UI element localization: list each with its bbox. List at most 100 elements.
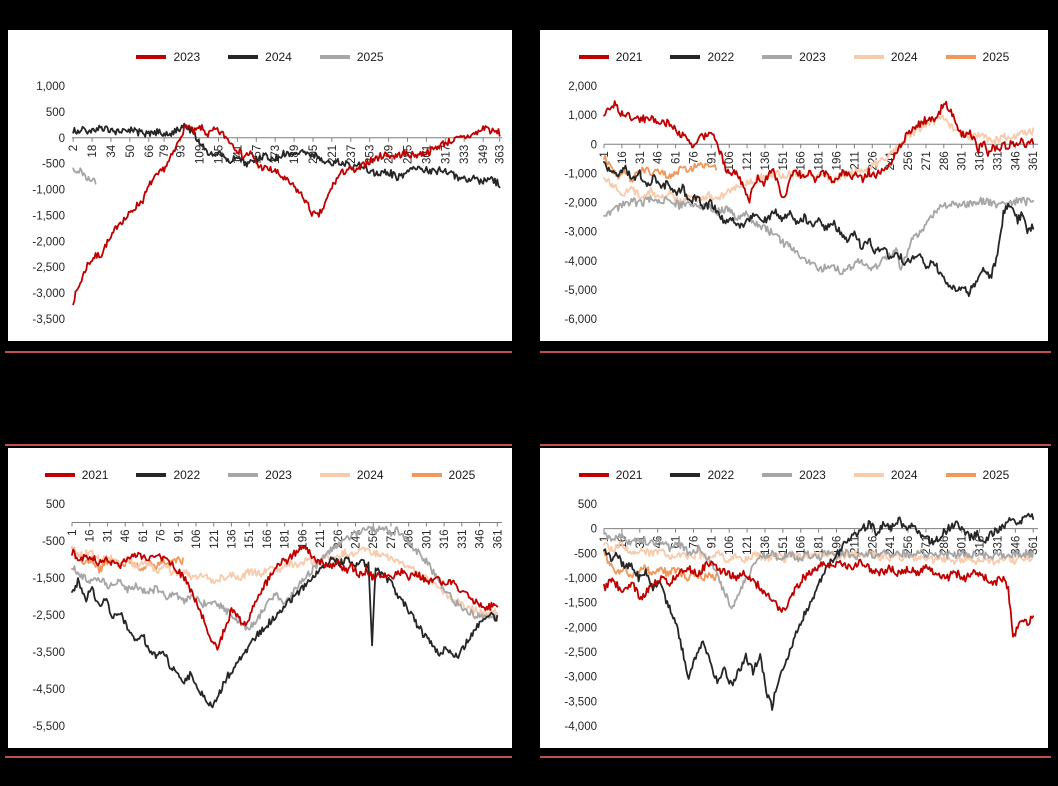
x-tick-label: 317 xyxy=(440,145,452,164)
legend-label: 2024 xyxy=(265,50,292,64)
x-tick-label: 181 xyxy=(280,530,292,549)
x-tick-label: 31 xyxy=(102,530,114,543)
divider-rule xyxy=(5,444,512,446)
legend-item-2023: 2023 xyxy=(762,469,826,481)
legend-line-swatch xyxy=(228,473,259,477)
x-tick-label: 1 xyxy=(67,530,79,536)
y-tick-label: 1,000 xyxy=(36,81,65,93)
x-tick-label: 221 xyxy=(327,145,339,164)
legend-line-swatch xyxy=(228,55,259,59)
x-tick-label: 211 xyxy=(849,151,861,169)
x-tick-label: 286 xyxy=(939,151,951,170)
x-tick-label: 106 xyxy=(724,151,736,170)
x-tick-label: 91 xyxy=(706,151,718,164)
legend-item-2023: 2023 xyxy=(136,51,200,63)
legend-label: 2025 xyxy=(982,468,1010,482)
legend-item-2025: 2025 xyxy=(411,469,475,481)
series-line-2024 xyxy=(71,545,499,618)
divider-rule xyxy=(540,756,1051,758)
x-tick-label: 93 xyxy=(176,145,188,158)
series-line-2021 xyxy=(71,545,499,651)
legend-item-2024: 2024 xyxy=(853,469,918,481)
x-tick-label: 2 xyxy=(68,145,80,151)
x-tick-label: 331 xyxy=(992,536,1004,555)
x-tick-label: 349 xyxy=(478,145,490,164)
y-tick-label: -6,000 xyxy=(564,314,597,326)
legend-line-swatch xyxy=(411,473,442,477)
chart-plot: 500 -500 -1,500 -2,500 -3,500 -4,500 -5,500 1 16… xyxy=(32,499,504,733)
legend-item-2024: 2024 xyxy=(319,468,384,482)
chart-plot: 500 0 -500 -1,000 -1,500 -2,000 -2,500 -3,000 -3… xyxy=(564,499,1040,733)
y-tick-label: -1,500 xyxy=(32,210,65,222)
legend-label: 2024 xyxy=(356,468,384,482)
x-tick-label: 301 xyxy=(421,530,433,549)
legend-line-swatch xyxy=(136,55,167,59)
series-line-2023 xyxy=(71,525,499,631)
legend-line-swatch xyxy=(762,55,793,59)
legend-item-2023: 2023 xyxy=(762,51,826,63)
legend-item-2025: 2025 xyxy=(319,51,384,63)
y-tick-label: -2,000 xyxy=(32,236,65,248)
legend-line-swatch xyxy=(136,473,167,477)
x-tick-label: 157 xyxy=(251,145,263,164)
chart-panel-top-right: 2021 2022 2023 2024 2025 2,000 1,000 0 -1,000 -2… xyxy=(540,30,1048,341)
y-tick-label: -2,500 xyxy=(32,262,65,274)
legend-item-2021: 2021 xyxy=(578,469,642,481)
y-tick-label: -1,000 xyxy=(564,168,597,180)
x-tick-label: 91 xyxy=(706,536,718,549)
legend-line-swatch xyxy=(319,55,350,59)
y-tick-label: -3,500 xyxy=(32,647,65,659)
y-tick-label: -500 xyxy=(42,536,65,548)
legend-item-2022: 2022 xyxy=(670,469,734,481)
y-tick-label: 500 xyxy=(578,499,597,511)
x-tick-label: 151 xyxy=(778,536,790,555)
x-tick-label: 286 xyxy=(404,530,416,549)
y-tick-label: -2,000 xyxy=(564,198,597,210)
x-tick-label: 211 xyxy=(849,536,861,554)
x-tick-label: 109 xyxy=(195,145,207,164)
legend-line-swatch xyxy=(853,55,884,59)
x-tick-label: 46 xyxy=(653,151,665,164)
x-tick-label: 31 xyxy=(635,151,647,164)
y-tick-label: -4,000 xyxy=(564,721,597,733)
chart-legend: 2021 2022 2023 2024 2025 xyxy=(540,462,1048,488)
divider-rule xyxy=(540,351,1051,353)
legend-line-swatch xyxy=(670,473,701,477)
x-tick-label: 16 xyxy=(85,530,97,543)
legend-line-swatch xyxy=(578,55,609,59)
y-tick-label: 0 xyxy=(591,139,597,151)
x-tick-label: 18 xyxy=(87,145,99,158)
x-tick-label: 346 xyxy=(475,530,487,549)
chart-legend: 2021 2022 2023 2024 2025 xyxy=(8,462,512,488)
x-tick-label: 331 xyxy=(992,151,1004,170)
chart-panel-bottom-left: 2021 2022 2023 2024 2025 500 -500 -1,500 -2,500… xyxy=(8,448,512,748)
x-tick-label: 106 xyxy=(191,530,203,549)
legend-label: 2022 xyxy=(707,50,735,64)
legend-item-2024: 2024 xyxy=(853,51,918,63)
legend-item-2025: 2025 xyxy=(945,51,1009,63)
y-tick-label: -3,000 xyxy=(564,227,597,239)
x-tick-label: 205 xyxy=(308,145,320,164)
series-line-2023 xyxy=(603,195,1035,276)
y-tick-label: -2,500 xyxy=(564,647,597,659)
x-tick-label: 76 xyxy=(688,151,700,164)
x-tick-label: 151 xyxy=(244,530,256,549)
x-tick-label: 151 xyxy=(778,151,790,170)
y-tick-label: -1,000 xyxy=(32,185,65,197)
chart-plot: 2,000 1,000 0 -1,000 -2,000 -3,000 -4,000 -5,00… xyxy=(564,81,1040,326)
x-tick-label: 226 xyxy=(867,536,879,555)
x-tick-label: 121 xyxy=(742,151,754,170)
y-tick-label: -3,500 xyxy=(564,696,597,708)
x-tick-label: 333 xyxy=(459,145,471,164)
legend-item-2021: 2021 xyxy=(44,469,108,481)
x-tick-label: 106 xyxy=(724,536,736,555)
x-tick-label: 136 xyxy=(226,530,238,549)
x-tick-label: 286 xyxy=(939,536,951,555)
x-tick-label: 256 xyxy=(903,536,915,555)
x-tick-label: 241 xyxy=(885,536,897,555)
x-tick-label: 256 xyxy=(903,151,915,170)
legend-item-2022: 2022 xyxy=(136,469,200,481)
series-line-2021 xyxy=(603,558,1035,638)
series-line-2025 xyxy=(72,167,97,185)
